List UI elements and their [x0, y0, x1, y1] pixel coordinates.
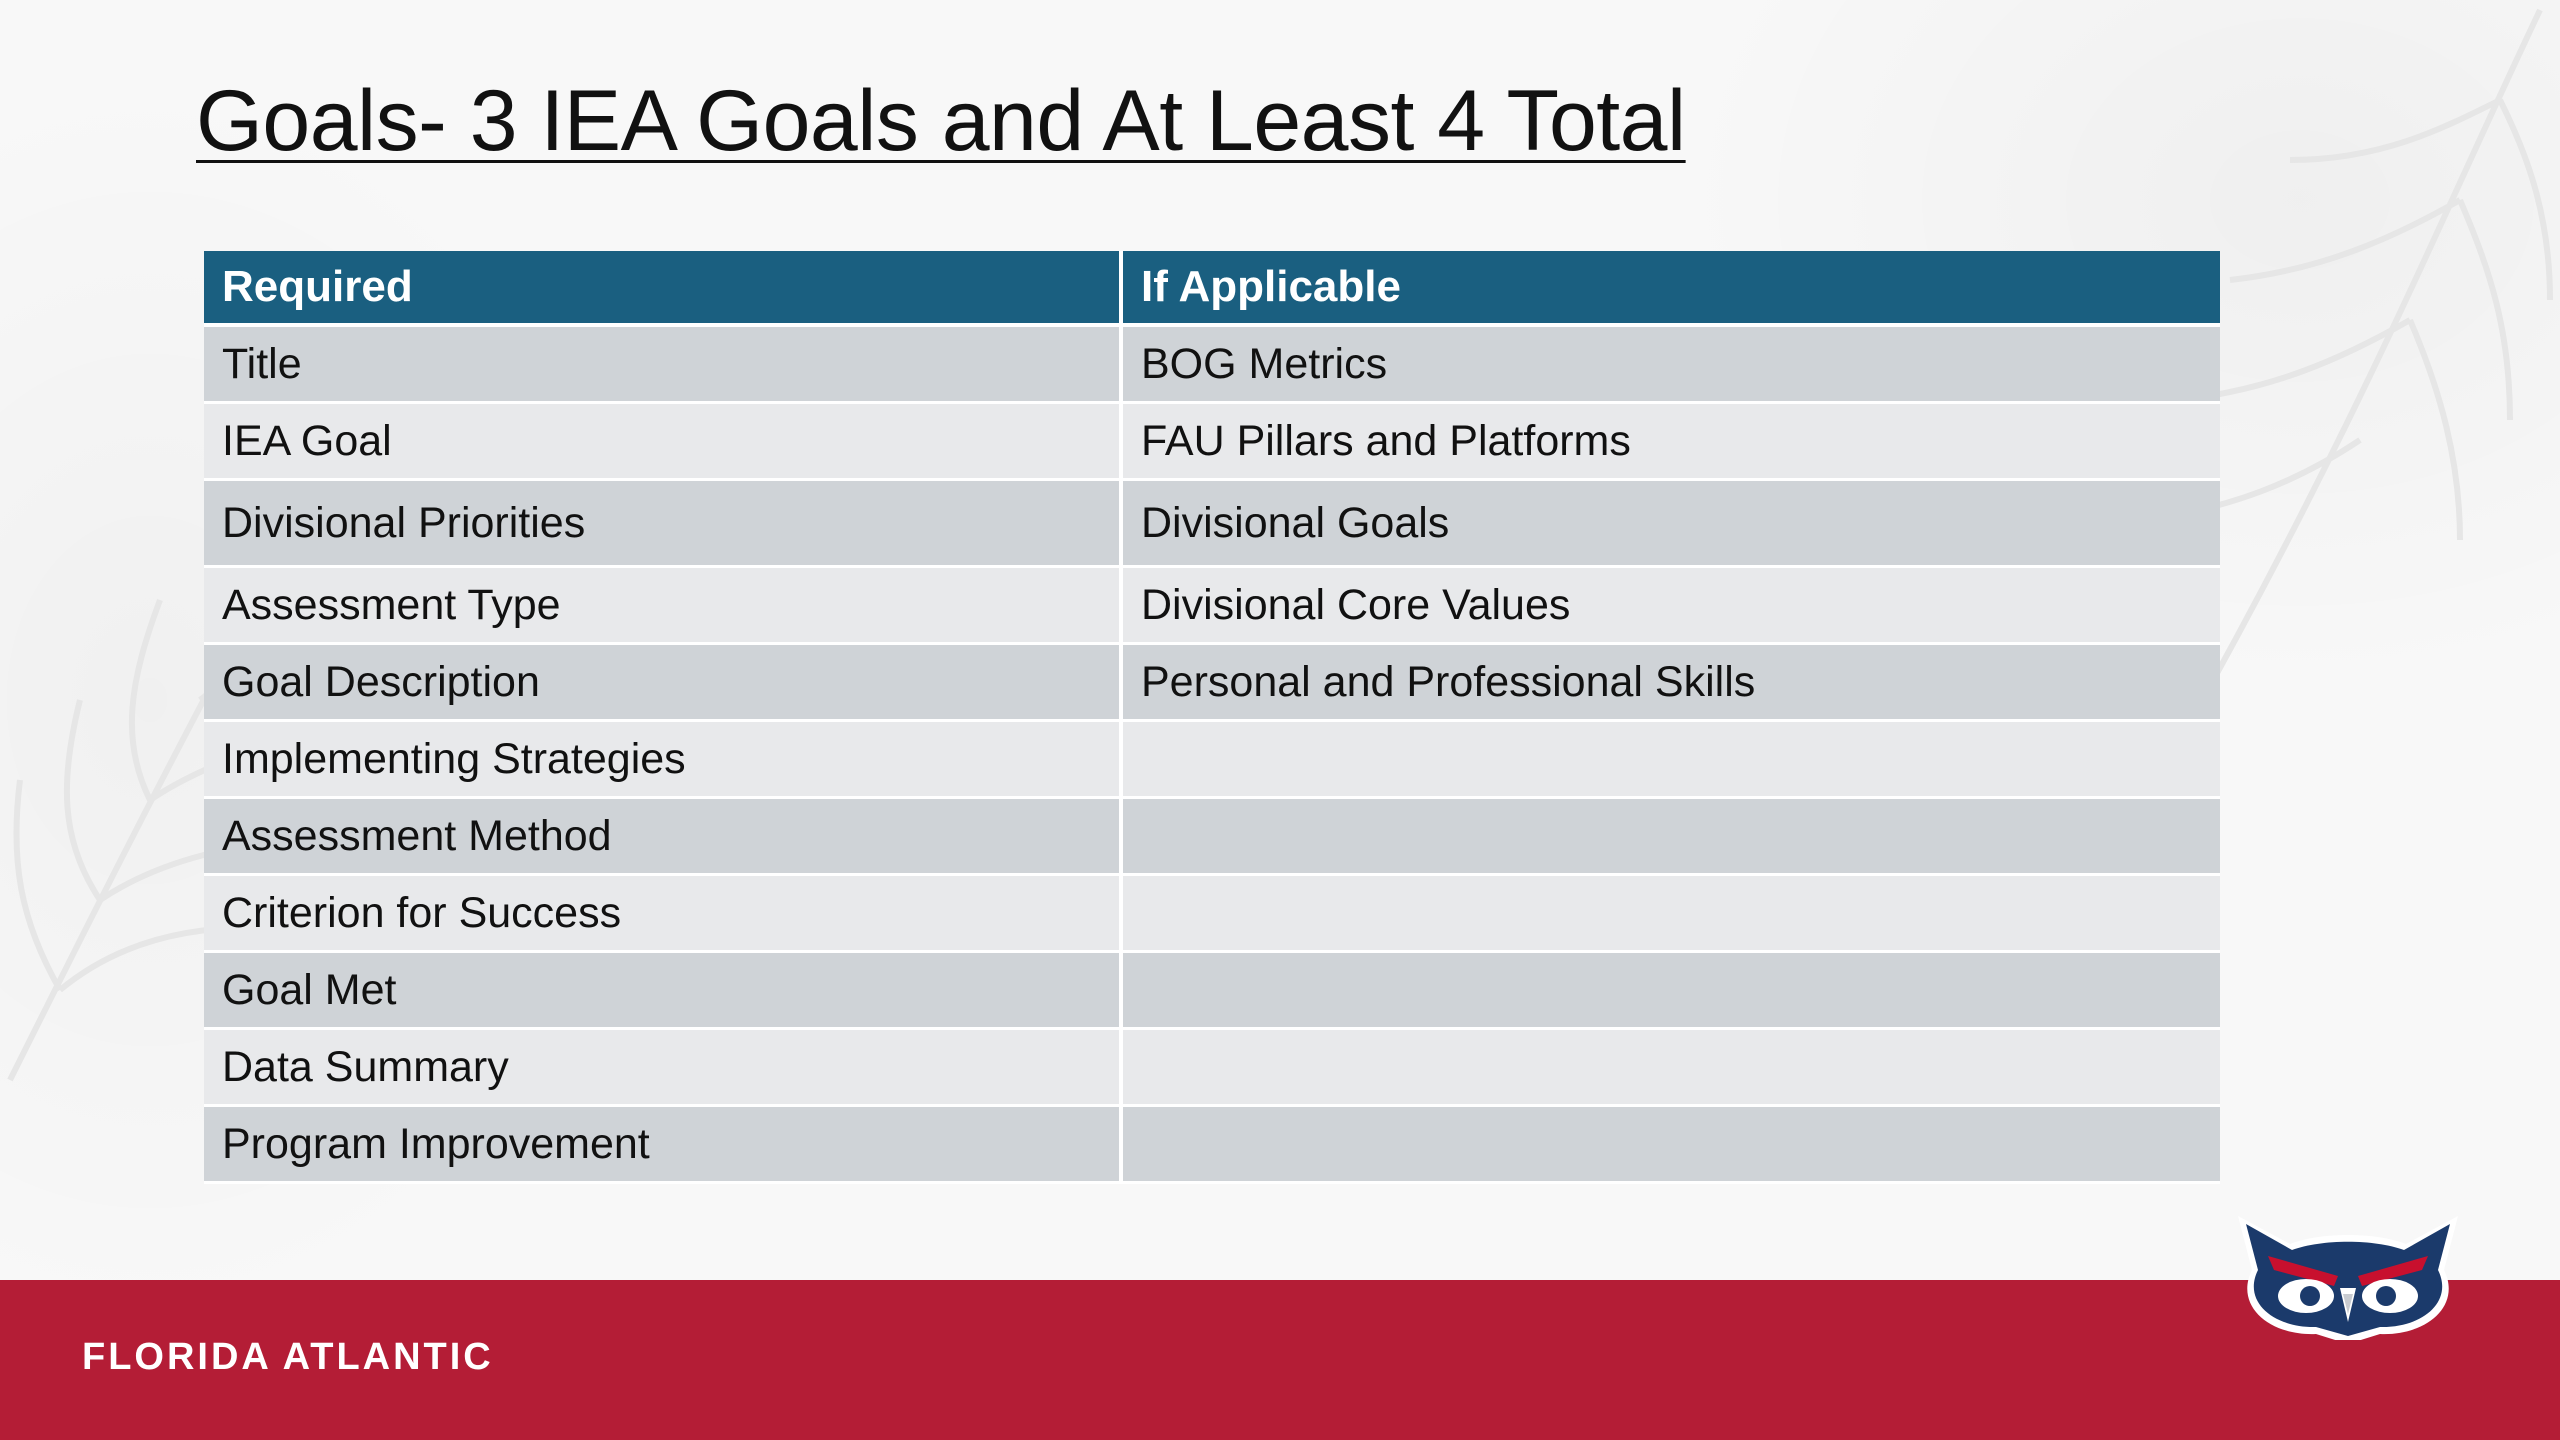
table-row: Divisional Priorities Divisional Goals	[204, 479, 2220, 568]
slide-title: Goals- 3 IEA Goals and At Least 4 Total	[196, 73, 1686, 169]
column-header-required: Required	[204, 251, 1123, 327]
required-cell: Goal Description	[204, 643, 1123, 722]
required-cell: Implementing Strategies	[204, 720, 1123, 799]
required-cell: Data Summary	[204, 1028, 1123, 1107]
column-header-if-applicable: If Applicable	[1121, 251, 2220, 327]
required-cell: Title	[204, 325, 1123, 404]
if-applicable-cell: Divisional Goals	[1121, 479, 2220, 568]
if-applicable-cell	[1121, 1028, 2220, 1107]
required-cell: Divisional Priorities	[204, 479, 1123, 568]
footer-band	[0, 1280, 2560, 1440]
if-applicable-cell: FAU Pillars and Platforms	[1121, 402, 2220, 481]
table-row: Program Improvement	[204, 1105, 2220, 1184]
if-applicable-cell: BOG Metrics	[1121, 325, 2220, 404]
table-row: Goal Description Personal and Profession…	[204, 643, 2220, 722]
footer-brand-wordmark: FLORIDA ATLANTIC	[82, 1336, 494, 1378]
owl-logo-icon	[2238, 1216, 2458, 1340]
if-applicable-cell	[1121, 720, 2220, 799]
required-cell: IEA Goal	[204, 402, 1123, 481]
required-cell: Goal Met	[204, 951, 1123, 1030]
required-cell: Assessment Method	[204, 797, 1123, 876]
if-applicable-cell	[1121, 797, 2220, 876]
if-applicable-cell: Personal and Professional Skills	[1121, 643, 2220, 722]
table-row: Assessment Type Divisional Core Values	[204, 566, 2220, 645]
if-applicable-cell: Divisional Core Values	[1121, 566, 2220, 645]
if-applicable-cell	[1121, 1105, 2220, 1184]
table-row: Goal Met	[204, 951, 2220, 1030]
table-row: Criterion for Success	[204, 874, 2220, 953]
table-row: Implementing Strategies	[204, 720, 2220, 799]
required-cell: Criterion for Success	[204, 874, 1123, 953]
table-row: Title BOG Metrics	[204, 325, 2220, 404]
table-header-row: Required If Applicable	[204, 251, 2220, 327]
table-row: Data Summary	[204, 1028, 2220, 1107]
required-cell: Program Improvement	[204, 1105, 1123, 1184]
required-cell: Assessment Type	[204, 566, 1123, 645]
if-applicable-cell	[1121, 874, 2220, 953]
table-row: IEA Goal FAU Pillars and Platforms	[204, 402, 2220, 481]
if-applicable-cell	[1121, 951, 2220, 1030]
table-row: Assessment Method	[204, 797, 2220, 876]
goals-table: Required If Applicable Title BOG Metrics…	[204, 251, 2220, 1184]
